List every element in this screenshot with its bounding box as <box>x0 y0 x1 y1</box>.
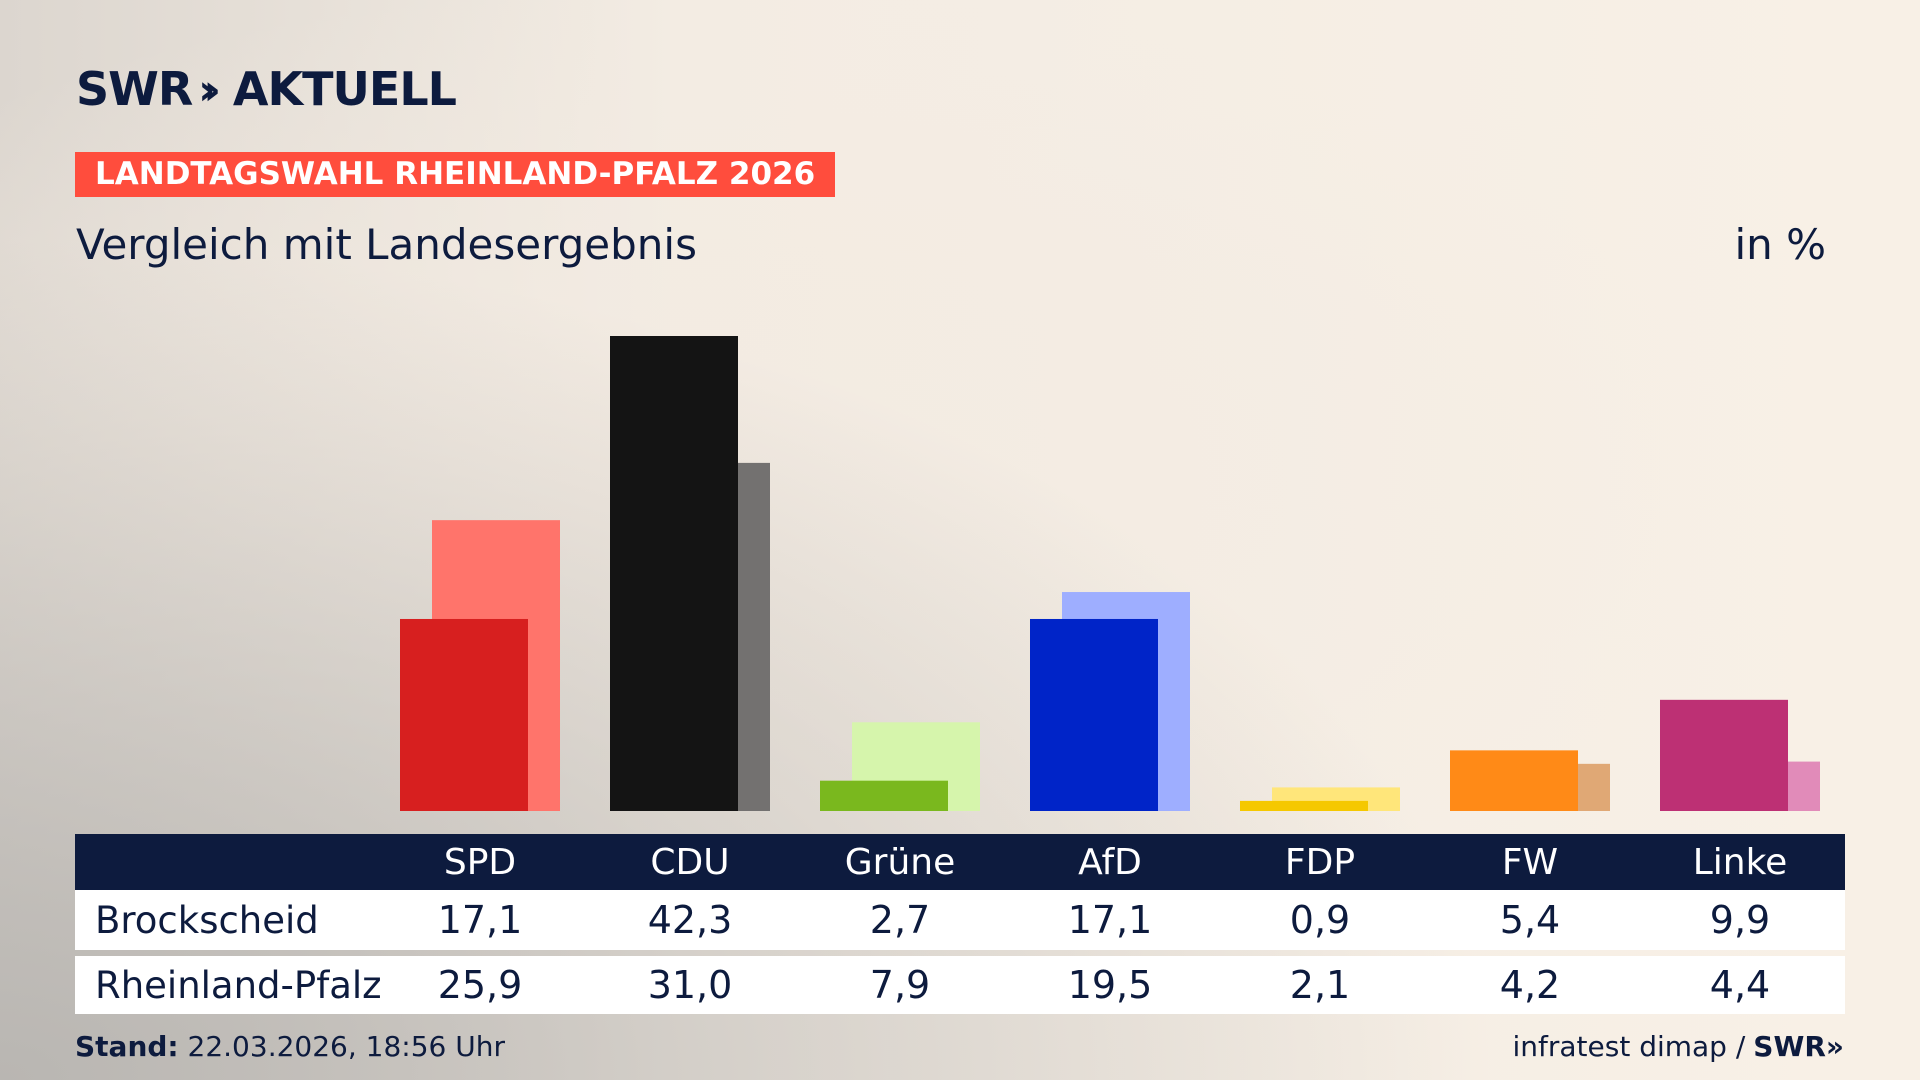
header-spd: SPD <box>443 841 517 883</box>
header-afd: AfD <box>1078 841 1142 883</box>
bar-brockscheid-cdu <box>610 336 738 811</box>
bar-brockscheid-linke <box>1660 699 1788 811</box>
header-fw: FW <box>1501 841 1559 883</box>
bar-brockscheid-fw <box>1450 750 1578 811</box>
row-label: Brockscheid <box>95 898 319 942</box>
table-cell: 2,1 <box>1289 963 1351 1007</box>
results-table: SPD CDU Grüne AfD FDP FW Linke Brocksche… <box>75 834 1845 1014</box>
timestamp: Stand: 22.03.2026, 18:56 Uhr <box>75 1030 505 1063</box>
bar-chart <box>400 336 1820 811</box>
bar-brockscheid-spd <box>400 618 528 811</box>
header-cdu: CDU <box>650 841 730 883</box>
table-cell: 7,9 <box>869 963 931 1007</box>
table-cell: 4,4 <box>1709 963 1771 1007</box>
table-cell: 42,3 <box>647 898 733 942</box>
table-cell: 17,1 <box>1067 898 1153 942</box>
bar-brockscheid-fdp <box>1240 800 1368 811</box>
table-cell: 4,2 <box>1499 963 1561 1007</box>
table-cell: 0,9 <box>1289 898 1351 942</box>
table-header-row: SPD CDU Grüne AfD FDP FW Linke <box>75 834 1845 890</box>
swr-aktuell-logo: SWR ›› AKTUELL <box>76 62 457 116</box>
table-cell: 2,7 <box>869 898 931 942</box>
table-row-brockscheid: Brockscheid 17,1 42,3 2,7 17,1 0,9 5,4 9… <box>75 890 1845 950</box>
table-cell: 17,1 <box>437 898 523 942</box>
table-row-rheinland-pfalz: Rheinland-Pfalz 25,9 31,0 7,9 19,5 2,1 4… <box>75 956 1845 1014</box>
election-kicker: LANDTAGSWAHL RHEINLAND-PFALZ 2026 <box>75 152 836 197</box>
chart-subtitle: Vergleich mit Landesergebnis <box>76 220 697 269</box>
table-cell: 5,4 <box>1499 898 1561 942</box>
table-cell: 31,0 <box>647 963 733 1007</box>
table-cell: 25,9 <box>437 963 523 1007</box>
logo-word: AKTUELL <box>232 62 457 116</box>
source-text: infratest dimap / <box>1512 1030 1746 1063</box>
row-label: Rheinland-Pfalz <box>95 963 382 1007</box>
swr-brand-footer: SWR» <box>1753 1030 1844 1063</box>
bar-brockscheid-grüne <box>820 780 948 811</box>
stand-label: Stand: <box>75 1030 179 1063</box>
header-linke: Linke <box>1692 841 1788 883</box>
table-cell: 19,5 <box>1067 963 1153 1007</box>
table-cell: 9,9 <box>1709 898 1771 942</box>
header-fdp: FDP <box>1284 841 1356 883</box>
header-gruene: Grüne <box>844 841 956 883</box>
bar-brockscheid-afd <box>1030 618 1158 811</box>
unit-label: in % <box>1734 220 1826 269</box>
logo-brand: SWR <box>76 62 193 116</box>
stand-value: 22.03.2026, 18:56 Uhr <box>187 1030 505 1063</box>
source-credit: infratest dimap / SWR» <box>1512 1030 1844 1063</box>
